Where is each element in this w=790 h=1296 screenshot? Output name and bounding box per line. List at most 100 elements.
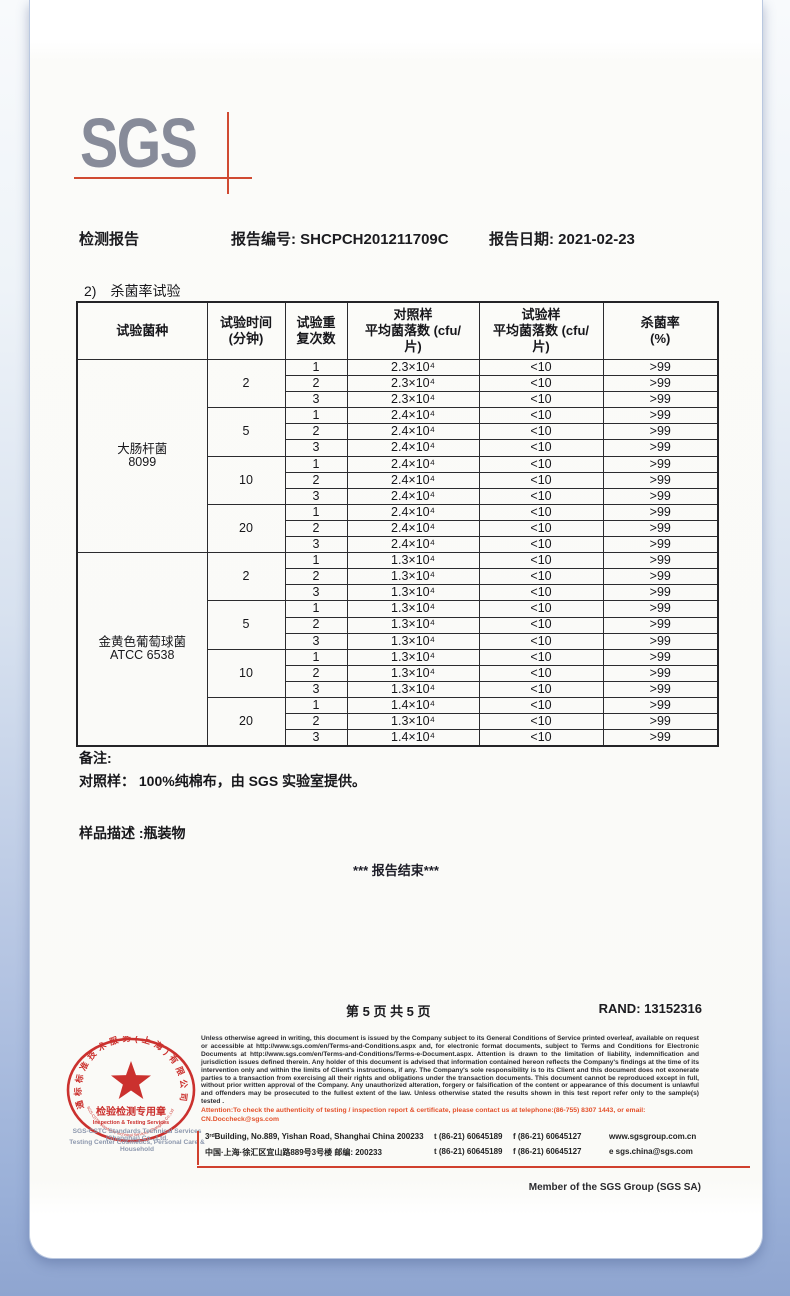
fax-cn: f (86-21) 60645127 (513, 1147, 582, 1156)
header-row: 试验菌种 试验时间 (分钟) 试验重 复次数 对照样 平均菌落数 (cfu/ 片… (76, 301, 719, 360)
address-row-en: 3ʳᵈBuilding, No.889, Yishan Road, Shangh… (205, 1132, 759, 1147)
address-row-cn: 中国·上海·徐汇区宜山路889号3号楼 邮编: 200233 t (86-21)… (205, 1147, 759, 1162)
lab-department-name: Testing Center Cosmetics, Personal Care … (69, 1139, 205, 1154)
stamp-seal-icon: 通标标准技术服务(上海)有限公司 SGS-CSTC Standards Tech… (66, 1036, 196, 1143)
replicate-cell: 1 (284, 648, 348, 666)
test-count-cell: <10 (478, 713, 604, 731)
sgs-logo-text: SGS (80, 104, 198, 182)
test-count-cell: <10 (478, 648, 604, 666)
species-cell: 大肠杆菌 8099 (76, 358, 208, 554)
replicate-cell: 3 (284, 391, 348, 409)
control-count-cell: 1.3×10⁴ (346, 680, 480, 698)
kill-rate-cell: >99 (602, 600, 719, 618)
control-count-cell: 2.4×10⁴ (346, 519, 480, 538)
replicate-cell: 2 (284, 423, 348, 441)
notes-block: 备注: 对照样： 100%纯棉布，由 SGS 实验室提供。 样品描述 :瓶装物 (79, 748, 719, 843)
test-count-cell: <10 (478, 358, 604, 377)
replicate-cell: 2 (284, 713, 348, 731)
kill-rate-cell: >99 (602, 439, 719, 457)
replicate-cell: 3 (284, 584, 348, 602)
kill-rate-cell: >99 (602, 664, 719, 682)
table-row: 2 1.3×10⁴ <10 >99 (77, 616, 719, 634)
table-row: 金黄色葡萄球菌 ATCC 6538 2 1 1.3×10⁴ <10 >99 (76, 552, 719, 747)
control-count-cell: 1.3×10⁴ (346, 552, 480, 570)
control-count-cell: 2.4×10⁴ (346, 407, 480, 425)
phone-cn: t (86-21) 60645189 (434, 1147, 503, 1156)
results-table-body: 大肠杆菌 8099 2 1 2.3×10⁴ <10 >99 2 2.3×10⁴ <10 >99 3 2… (76, 358, 719, 747)
control-count-cell: 2.4×10⁴ (346, 455, 480, 473)
control-count-cell: 1.4×10⁴ (346, 696, 480, 715)
kill-rate-cell: >99 (602, 729, 719, 747)
table-row: 3 2.4×10⁴ <10 >99 (77, 487, 719, 505)
test-count-cell: <10 (478, 600, 604, 618)
lab-company-name: SGS-CSTC Standards Technical Services (S… (72, 1128, 202, 1143)
control-count-cell: 2.3×10⁴ (346, 391, 480, 409)
report-number-value: SHCPCH201211709C (300, 231, 449, 248)
col-header-replicate: 试验重 复次数 (284, 301, 348, 360)
replicate-cell: 1 (284, 455, 348, 473)
table-row: 2 1.3×10⁴ <10 >99 (77, 664, 719, 682)
kill-rate-cell: >99 (602, 536, 719, 554)
remark-label: 备注: (79, 750, 112, 766)
address-cn: 中国·上海·徐汇区宜山路889号3号楼 邮编: 200233 (205, 1148, 382, 1157)
kill-rate-cell: >99 (602, 584, 719, 602)
test-count-cell: <10 (478, 455, 604, 473)
kill-rate-cell: >99 (602, 713, 719, 731)
test-count-cell: <10 (478, 568, 604, 586)
kill-rate-cell: >99 (602, 503, 719, 521)
control-count-cell: 1.3×10⁴ (346, 568, 480, 586)
test-count-cell: <10 (478, 407, 604, 425)
fax-en: f (86-21) 60645127 (513, 1132, 582, 1141)
control-count-cell: 2.4×10⁴ (346, 487, 480, 505)
test-count-cell: <10 (478, 616, 604, 634)
time-cell: 2 (206, 358, 286, 409)
control-count-cell: 1.3×10⁴ (346, 664, 480, 682)
sgs-logo: SGS (66, 108, 266, 218)
control-count-cell: 2.3×10⁴ (346, 375, 480, 393)
table-row: 2 2.4×10⁴ <10 >99 (77, 471, 719, 489)
table-row: 2 1.3×10⁴ <10 >99 (77, 713, 719, 731)
kill-rate-cell: >99 (602, 696, 719, 715)
footer-red-divider (197, 1166, 750, 1168)
replicate-cell: 3 (284, 632, 348, 650)
test-count-cell: <10 (478, 632, 604, 650)
table-row: 2 2.4×10⁴ <10 >99 (77, 519, 719, 538)
kill-rate-cell: >99 (602, 680, 719, 698)
time-cell: 20 (206, 503, 286, 554)
test-count-cell: <10 (478, 584, 604, 602)
stamp-inner-en-text: Inspection & Testing Services (93, 1120, 169, 1126)
table-row: 5 1 2.4×10⁴ <10 >99 (77, 407, 719, 457)
sgs-member-note: Member of the SGS Group (SGS SA) (528, 1182, 701, 1193)
control-count-cell: 1.3×10⁴ (346, 584, 480, 602)
kill-rate-cell: >99 (602, 375, 719, 393)
control-count-cell: 2.4×10⁴ (346, 536, 480, 554)
test-count-cell: <10 (478, 680, 604, 698)
report-date: 报告日期: 2021-02-23 (489, 228, 635, 249)
kill-rate-cell: >99 (602, 519, 719, 538)
time-cell: 10 (206, 648, 286, 698)
col-header-killrate: 杀菌率 (%) (602, 301, 719, 360)
species-cell: 金黄色葡萄球菌 ATCC 6538 (76, 552, 208, 747)
kill-rate-cell: >99 (602, 648, 719, 666)
kill-rate-cell: >99 (602, 552, 719, 570)
replicate-cell: 3 (284, 729, 348, 747)
control-count-cell: 2.3×10⁴ (346, 358, 480, 377)
legal-disclaimer-text: Unless otherwise agreed in writing, this… (201, 1035, 699, 1106)
table-row: 2 2.4×10⁴ <10 >99 (77, 423, 719, 441)
control-count-cell: 1.3×10⁴ (346, 632, 480, 650)
section-number: 2) (84, 283, 97, 299)
control-count-cell: 2.4×10⁴ (346, 439, 480, 457)
report-date-label: 报告日期: (489, 231, 554, 248)
test-count-cell: <10 (478, 503, 604, 521)
time-cell: 2 (206, 552, 286, 602)
replicate-cell: 2 (284, 568, 348, 586)
table-row: 3 2.3×10⁴ <10 >99 (77, 391, 719, 409)
control-count-cell: 1.3×10⁴ (346, 648, 480, 666)
control-count-cell: 2.4×10⁴ (346, 503, 480, 521)
report-number: 报告编号: SHCPCH201211709C (231, 228, 449, 249)
time-cell: 10 (206, 455, 286, 505)
results-table-header: 试验菌种 试验时间 (分钟) 试验重 复次数 对照样 平均菌落数 (cfu/ 片… (76, 301, 719, 360)
replicate-cell: 3 (284, 536, 348, 554)
logo-red-vertical-line (227, 112, 229, 194)
rand-number: RAND: 13152316 (599, 1001, 702, 1016)
